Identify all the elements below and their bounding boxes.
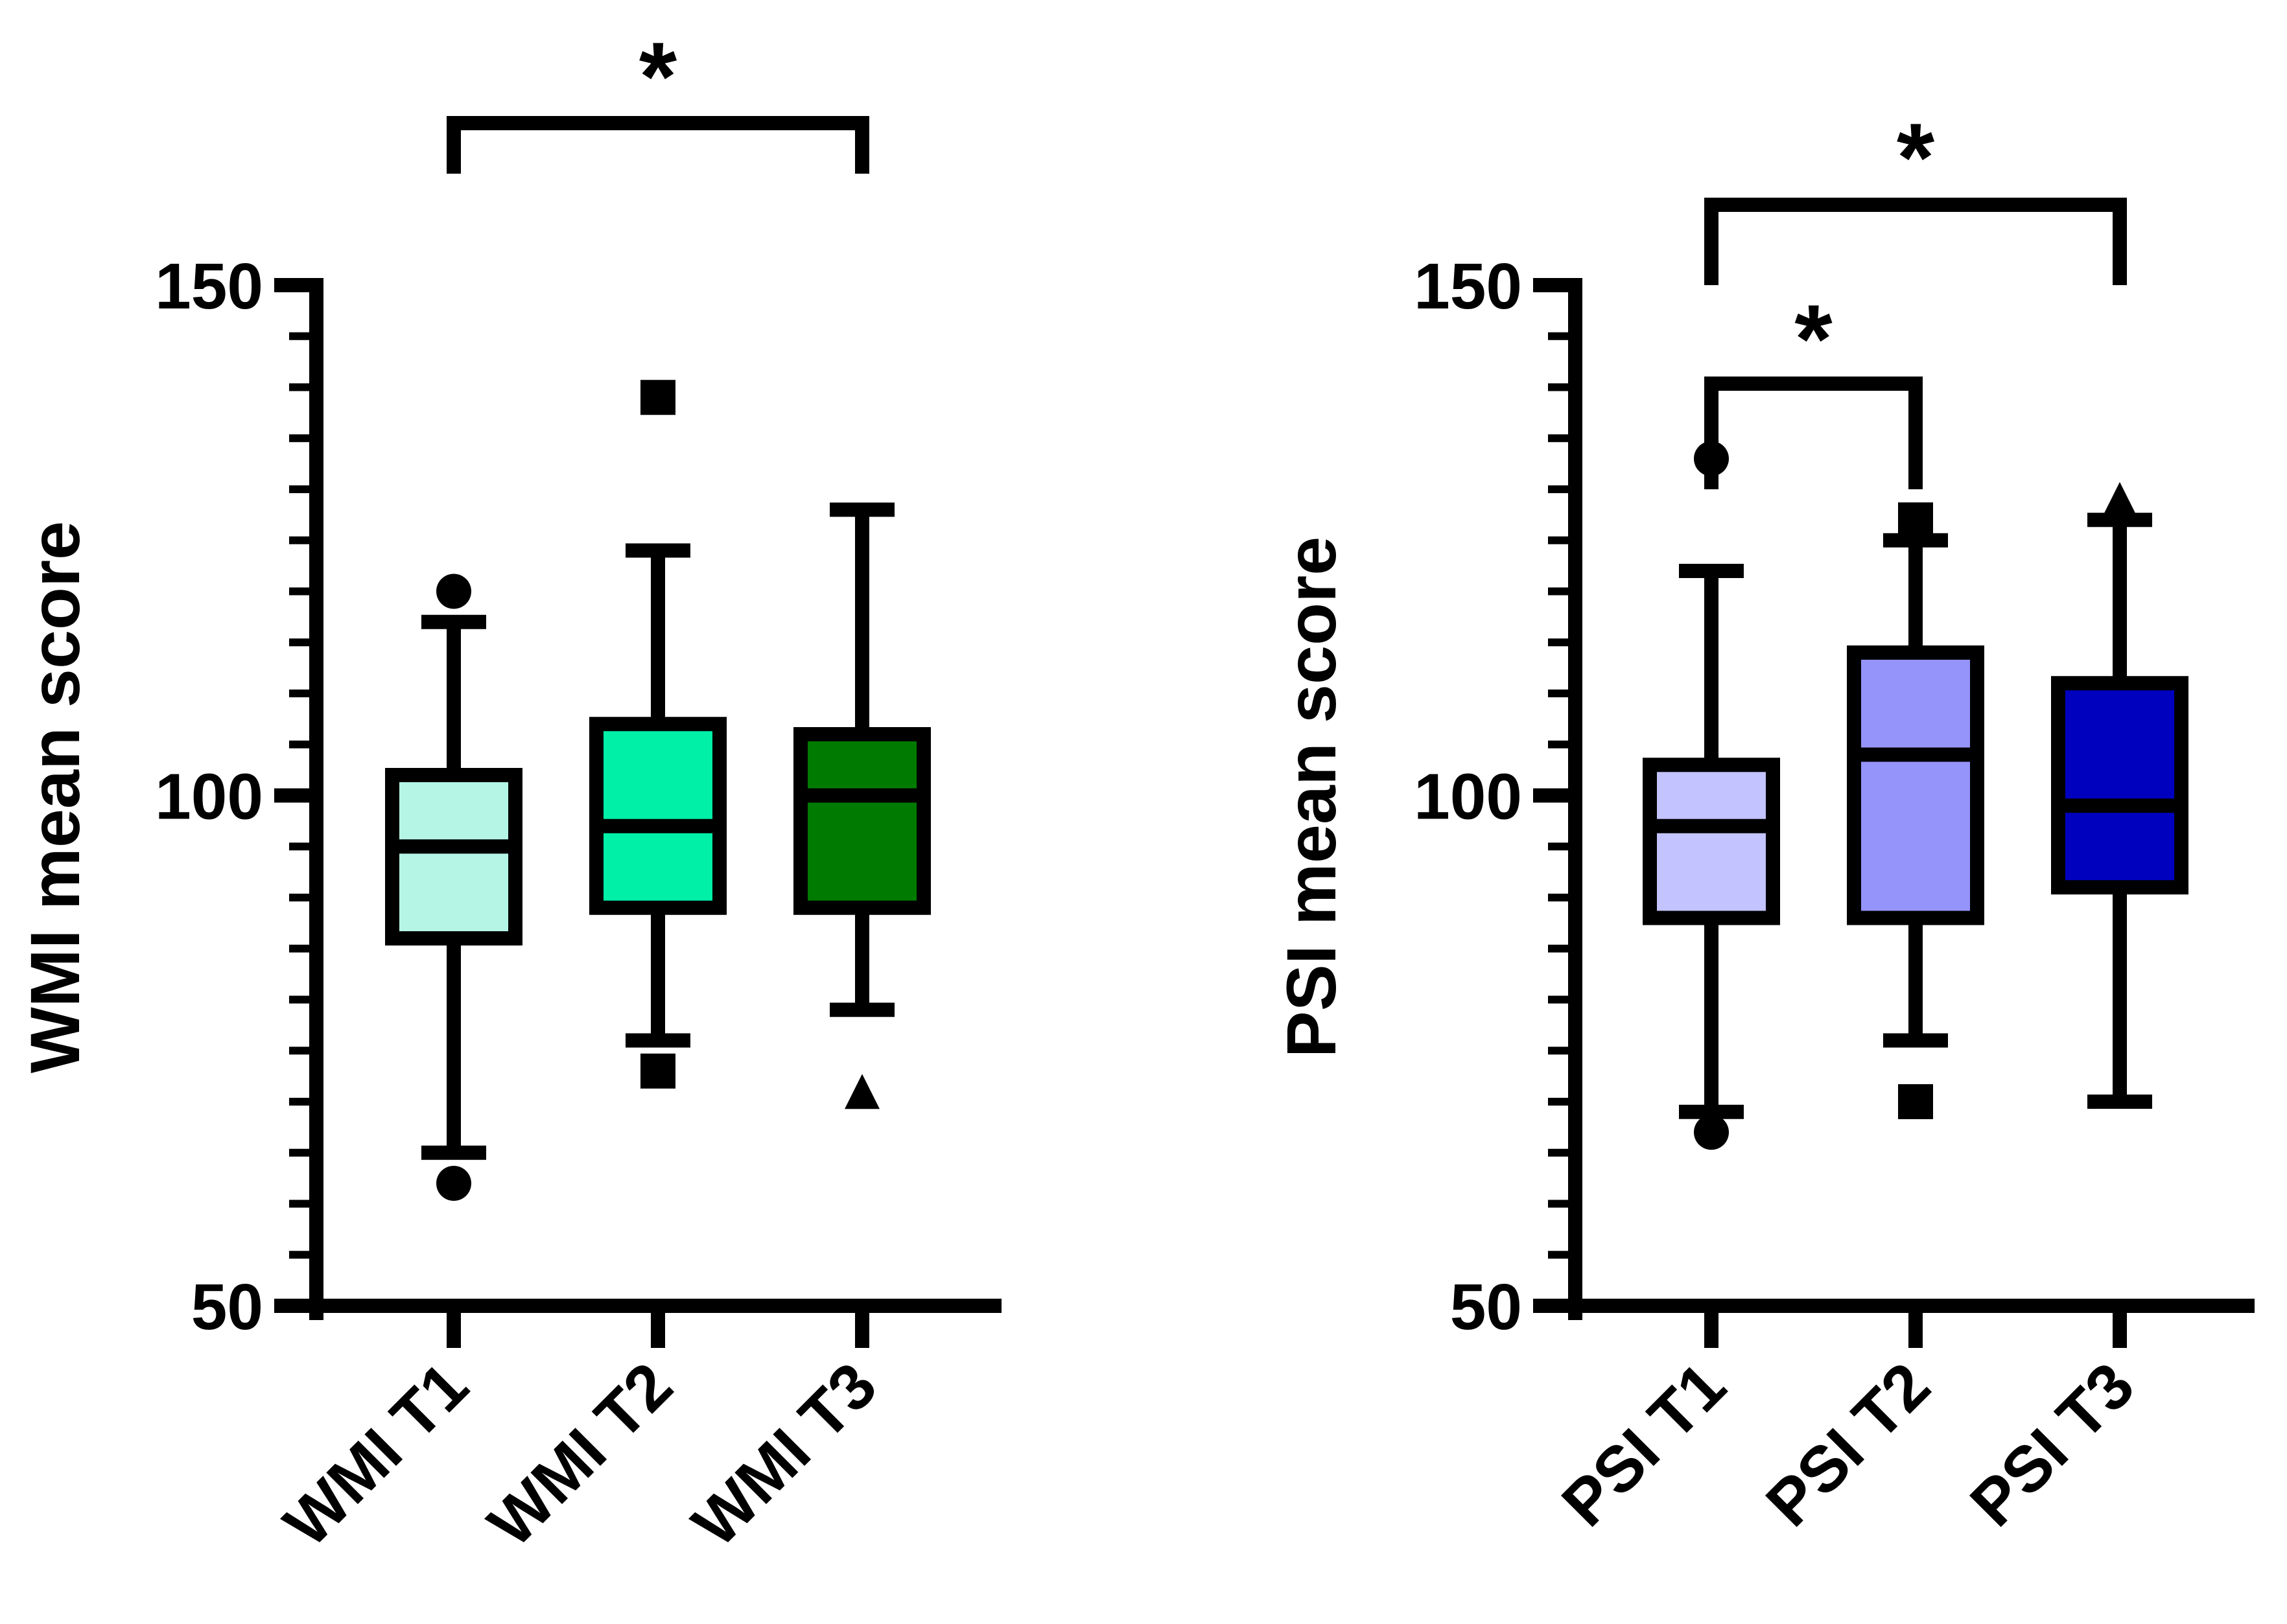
x-category-label: PSI T2 (1752, 1349, 1943, 1540)
outlier-point (2102, 481, 2137, 517)
outlier-point (1694, 1115, 1729, 1150)
significance-bracket: * (1704, 284, 1923, 489)
box-wmi-t2: WMI T2 (475, 380, 727, 1560)
box-iqr (2051, 676, 2188, 895)
significance-star: * (1897, 103, 1935, 212)
y-tick-label: 100 (155, 761, 263, 833)
significance-star: * (1794, 284, 1833, 393)
chart-panel-2: 50 100 150 PSI mean score PSI T1 PSI T2 PSI T3… (1272, 103, 2255, 1540)
box-iqr (1847, 645, 1984, 925)
bracket-line (447, 116, 869, 174)
x-category-label: PSI T1 (1548, 1349, 1739, 1540)
y-tick-label: 100 (1414, 761, 1522, 833)
outlier-point (436, 1166, 471, 1201)
box-iqr (589, 717, 727, 915)
x-category-label: WMI T3 (679, 1349, 891, 1560)
y-tick-label: 150 (1414, 250, 1522, 323)
y-tick-label: 50 (1450, 1271, 1522, 1343)
box-wmi-t3: WMI T3 (679, 502, 931, 1560)
outlier-point (640, 1053, 675, 1089)
x-category-label: WMI T2 (475, 1349, 686, 1560)
outlier-point (845, 1074, 880, 1109)
box-iqr (1643, 758, 1780, 925)
y-tick-label: 150 (155, 250, 263, 323)
outlier-point (1898, 502, 1933, 538)
box-psi-t3: PSI T3 (1956, 481, 2188, 1540)
y-axis-label: PSI mean score (1272, 537, 1350, 1058)
outlier-point (436, 574, 471, 609)
significance-bracket: * (1704, 103, 2127, 285)
outlier-point (640, 380, 675, 415)
box-iqr (793, 727, 931, 915)
box-psi-t2: PSI T2 (1752, 502, 1984, 1540)
y-tick-label: 50 (191, 1271, 263, 1343)
y-axis-label: WMI mean score (16, 521, 94, 1073)
significance-bracket: * (447, 22, 869, 174)
x-category-label: PSI T3 (1956, 1349, 2148, 1540)
outlier-point (1898, 1084, 1933, 1119)
box-wmi-t1: WMI T1 (270, 574, 522, 1560)
bracket-line (1704, 198, 2127, 285)
bracket-line (1704, 377, 1923, 489)
significance-star: * (639, 22, 677, 131)
box-iqr (385, 768, 522, 945)
x-category-label: WMI T1 (270, 1349, 482, 1560)
